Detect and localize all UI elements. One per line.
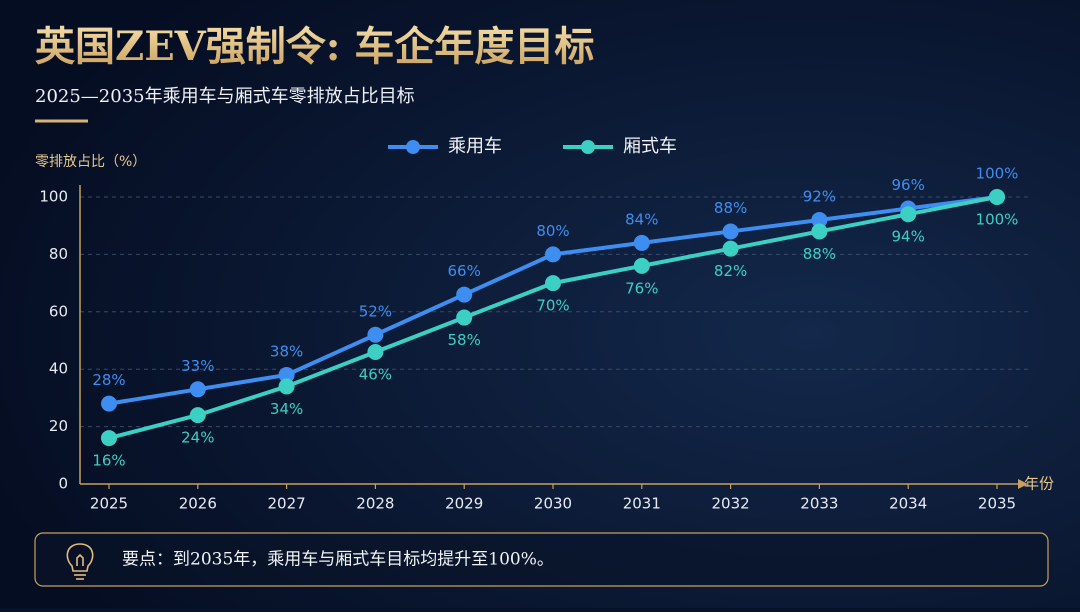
data-label: 88% [714,199,747,217]
x-tick-label: 2028 [356,495,394,513]
data-label: 70% [536,297,569,315]
data-label: 80% [536,222,569,240]
x-tick-label: 2033 [800,495,838,513]
data-label: 33% [181,357,214,375]
data-point [811,223,828,240]
chart-title: 英国ZEV强制令: 车企年度目标 [35,23,594,70]
data-label: 96% [892,176,925,194]
legend-label: 厢式车 [623,136,677,157]
x-axis-arrow [1018,479,1028,489]
data-label: 88% [803,245,836,263]
legend-marker [581,140,595,154]
data-point [278,378,295,395]
x-tick-label: 2025 [90,495,128,513]
data-point [278,366,295,383]
data-label: 94% [892,228,925,246]
x-axis-label: 年份 [1024,475,1054,493]
y-tick-label: 80 [49,245,68,263]
data-label: 34% [270,400,303,418]
data-point [633,234,650,251]
y-tick-label: 100 [39,188,68,206]
data-label: 24% [181,429,214,447]
data-point [633,257,650,274]
legend-marker [406,140,420,154]
x-tick-label: 2034 [889,495,927,513]
data-label: 100% [976,211,1019,229]
x-tick-label: 2032 [712,495,750,513]
data-label: 66% [448,262,481,280]
lightbulb-icon [66,543,94,580]
data-point [456,309,473,326]
data-point [545,246,561,263]
data-point [367,343,384,360]
y-tick-label: 20 [49,417,68,435]
data-point [101,430,117,447]
y-axis-label: 零排放占比（%） [35,154,146,170]
data-label: 58% [448,331,481,349]
note-box [34,532,1049,587]
data-label: 100% [976,165,1019,183]
data-point [456,286,473,303]
data-point [545,275,561,292]
data-point [900,206,917,223]
y-tick-label: 40 [49,360,68,378]
data-label: 76% [625,279,658,297]
x-tick-label: 2030 [534,495,572,513]
note-text: 要点：到2035年，乘用车与厢式车目标均提升至100%。 [122,550,554,570]
data-label: 28% [92,371,125,389]
data-point [101,395,117,412]
data-label: 16% [92,452,125,470]
y-tick-label: 60 [49,302,68,320]
legend-label: 乘用车 [448,136,502,157]
x-tick-label: 2026 [179,495,217,513]
x-tick-label: 2027 [268,495,306,513]
data-point [722,240,739,257]
data-label: 52% [359,302,392,320]
y-tick-label: 0 [58,475,68,493]
data-point [189,407,206,424]
data-label: 38% [270,342,303,360]
x-tick-label: 2029 [445,495,483,513]
x-tick-label: 2031 [623,495,661,513]
x-tick-label: 2035 [978,495,1016,513]
data-label: 84% [625,210,658,228]
data-label: 46% [359,365,392,383]
data-point [722,223,739,240]
chart-subtitle: 2025—2035年乘用车与厢式车零排放占比目标 [35,86,415,107]
data-label: 82% [714,262,747,280]
data-point [189,381,206,398]
data-point [367,326,384,343]
data-label: 92% [803,187,836,205]
data-point [811,211,828,228]
data-point [989,189,1005,205]
